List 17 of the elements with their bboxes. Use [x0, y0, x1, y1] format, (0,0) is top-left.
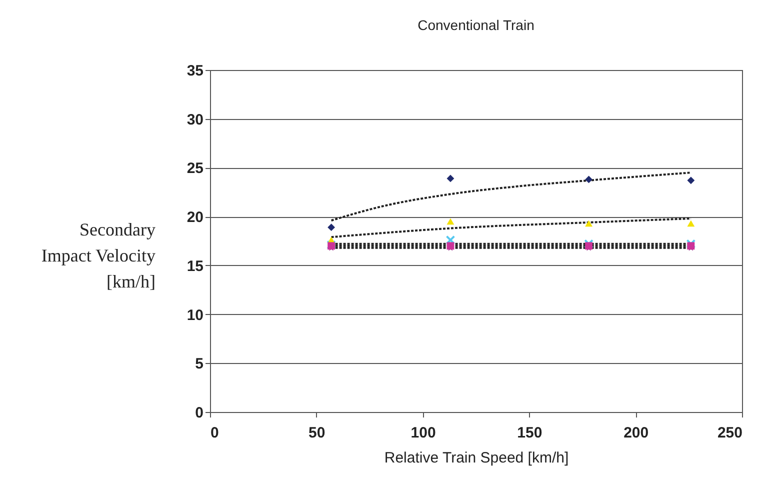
- x-tick-label: 50: [308, 424, 326, 442]
- x-axis-title: Relative Train Speed [km/h]: [384, 450, 569, 466]
- x-tick-label: 100: [410, 424, 436, 442]
- x-tick-label: 0: [210, 424, 219, 442]
- x-tick-label: 200: [624, 424, 649, 442]
- y-tick-label: 20: [186, 209, 204, 226]
- y-axis-title: Secondary Impact Velocity [km/h]: [41, 220, 156, 292]
- y-tick-label: 15: [186, 258, 204, 275]
- x-tick-label: 250: [717, 424, 742, 442]
- y-tick-label: 35: [186, 62, 204, 80]
- chart-title: Conventional Train: [418, 17, 534, 33]
- x-tick-label: 150: [517, 424, 542, 442]
- y-tick-label: 0: [195, 404, 204, 422]
- y-tick-label: 30: [186, 111, 204, 128]
- y-tick-label: 25: [186, 160, 204, 178]
- y-tick-label: 5: [195, 356, 204, 373]
- y-tick-label: 10: [186, 306, 204, 324]
